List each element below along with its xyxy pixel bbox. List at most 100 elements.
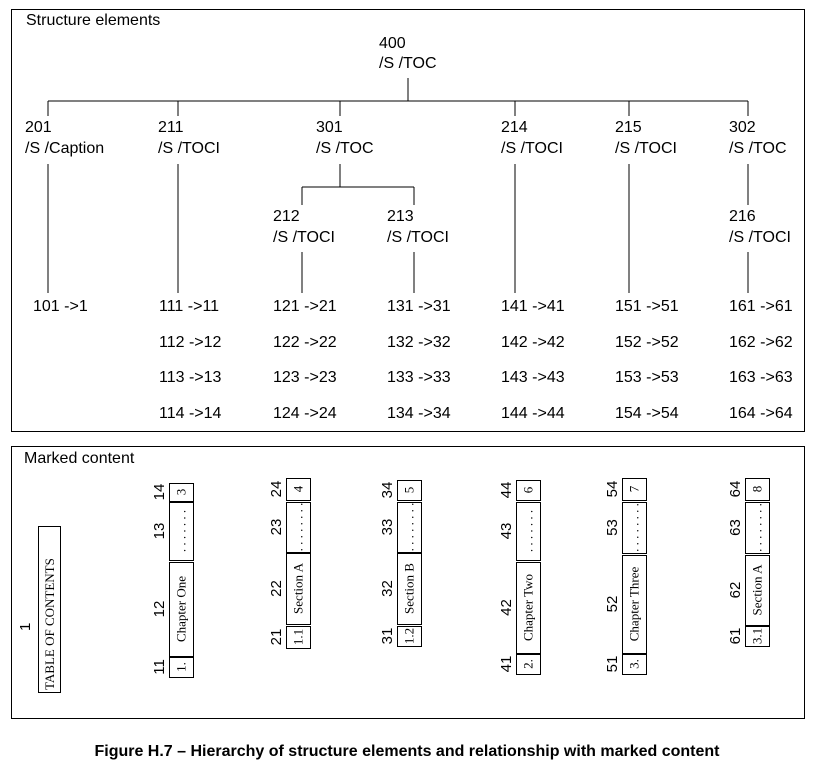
mc-leader-box <box>622 502 647 554</box>
mapping-col-4: 131 ->31 132 ->32 133 ->33 134 ->34 <box>387 298 451 422</box>
mc-label-box <box>516 654 541 675</box>
mc-leader-text: . . . . . . . . <box>627 503 642 552</box>
node-302-type: /S /TOC <box>729 140 787 157</box>
mapping-item: 162 ->62 <box>729 334 793 351</box>
node-301-type: /S /TOC <box>316 140 374 157</box>
mc-page-text: 4 <box>291 485 306 492</box>
toc-title-text: TABLE OF CONTENTS <box>42 558 57 690</box>
marked-column-2: 1.1 21 Section A 22 . . . . . . . . 23 4 24 <box>268 478 311 649</box>
mc-page-box <box>622 478 647 501</box>
mapping-col-6: 151 ->51 152 ->52 153 ->53 154 ->54 <box>615 298 679 422</box>
mc-leader-text: . . . . . . . . <box>750 503 765 552</box>
mc-num-b: 32 <box>379 580 396 597</box>
mc-label-text: 3.1 <box>750 628 765 644</box>
mapping-item: 161 ->61 <box>729 298 793 315</box>
mc-num-d: 64 <box>727 481 744 498</box>
mapping-item: 133 ->33 <box>387 369 451 386</box>
mapping-item: 122 ->22 <box>273 334 337 351</box>
mc-label-box <box>169 657 194 678</box>
mapping-item: 134 ->34 <box>387 405 451 422</box>
mc-num-d: 14 <box>151 484 168 501</box>
mc-num-c: 43 <box>498 523 515 540</box>
mapping-item: 163 ->63 <box>729 369 793 386</box>
mc-leader-box <box>286 502 311 553</box>
root-id: 400 <box>379 35 406 52</box>
marked-column-5: 3. 51 Chapter Three 52 . . . . . . . . 53 7 54 <box>604 478 647 675</box>
mc-page-box <box>745 478 770 501</box>
mapping-item: 142 ->42 <box>501 334 565 351</box>
toc-number: 1 <box>17 623 34 631</box>
mc-num-b: 62 <box>727 582 744 599</box>
mc-num-a: 21 <box>268 629 285 646</box>
mc-title-box <box>397 553 422 625</box>
node-215-id: 215 <box>615 119 642 136</box>
mc-label-text: 1. <box>174 662 189 672</box>
mc-label-text: 3. <box>627 659 642 669</box>
mc-num-d: 54 <box>604 481 621 498</box>
node-211-type: /S /TOCI <box>158 140 220 157</box>
node-216-type: /S /TOCI <box>729 229 791 246</box>
mc-num-b: 42 <box>498 599 515 616</box>
mapping-item: 124 ->24 <box>273 405 337 422</box>
mc-num-a: 41 <box>498 656 515 673</box>
mapping-col-2: 111 ->11 112 ->12 113 ->13 114 ->14 <box>159 298 222 422</box>
mc-title-box <box>516 562 541 654</box>
mapping-item: 112 ->12 <box>159 334 222 351</box>
mc-page-box <box>516 480 541 501</box>
root-type: /S /TOC <box>379 55 437 72</box>
mapping-item: 114 ->14 <box>159 405 222 422</box>
mc-label-text: 1.2 <box>402 628 417 644</box>
mc-num-d: 34 <box>379 482 396 499</box>
marked-content-frame <box>11 446 805 719</box>
mc-title-text: Section A <box>291 562 306 614</box>
mc-num-a: 51 <box>604 656 621 673</box>
mapping-item: 143 ->43 <box>501 369 565 386</box>
mc-num-c: 33 <box>379 519 396 536</box>
mc-page-box <box>397 480 422 501</box>
mc-page-text: 7 <box>627 485 642 492</box>
mapping-item: 113 ->13 <box>159 369 222 386</box>
node-215-type: /S /TOCI <box>615 140 677 157</box>
node-213-id: 213 <box>387 208 414 225</box>
mc-title-box <box>622 555 647 654</box>
mc-title-text: Section B <box>402 563 417 614</box>
mc-leader-text: . . . . . . . . <box>402 503 417 552</box>
mc-num-b: 22 <box>268 580 285 597</box>
mapping-item: 131 ->31 <box>387 298 451 315</box>
node-212-type: /S /TOCI <box>273 229 335 246</box>
mc-num-a: 11 <box>151 659 168 675</box>
mapping-item: 154 ->54 <box>615 405 679 422</box>
mc-page-box <box>286 478 311 501</box>
node-216-id: 216 <box>729 208 756 225</box>
mapping-item: 141 ->41 <box>501 298 565 315</box>
marked-column-1: 1. 11 Chapter One 12 . . . . . . . 13 3 14 <box>151 483 194 678</box>
mc-title-text: Chapter One <box>174 576 189 642</box>
mc-leader-box <box>516 502 541 561</box>
toc-title-box <box>38 526 61 693</box>
mc-num-d: 24 <box>268 481 285 498</box>
node-211-id: 211 <box>158 119 184 136</box>
node-302-id: 302 <box>729 119 756 136</box>
mc-title-text: Chapter Two <box>521 574 536 641</box>
mc-label-box <box>745 626 770 647</box>
node-201-id: 201 <box>25 119 52 136</box>
mapping-col-1: 101 ->1 <box>33 298 88 315</box>
mc-page-box <box>169 483 194 502</box>
mapping-item: 152 ->52 <box>615 334 679 351</box>
structure-section-title: Structure elements <box>26 12 160 29</box>
mc-label-text: 1.1 <box>291 629 306 645</box>
toc-title-group: 1 TABLE OF CONTENTS <box>17 526 61 693</box>
mapping-item: 121 ->21 <box>273 298 337 315</box>
node-214-type: /S /TOCI <box>501 140 563 157</box>
mc-title-box <box>169 562 194 657</box>
mc-page-text: 3 <box>174 489 189 496</box>
mc-page-text: 5 <box>402 487 417 494</box>
mapping-item: 132 ->32 <box>387 334 451 351</box>
mc-title-text: Section A <box>750 564 765 616</box>
mc-leader-box <box>745 502 770 554</box>
mc-page-text: 6 <box>521 486 536 493</box>
mc-num-c: 13 <box>151 523 168 540</box>
mc-leader-box <box>397 502 422 553</box>
mc-num-a: 61 <box>727 628 744 645</box>
